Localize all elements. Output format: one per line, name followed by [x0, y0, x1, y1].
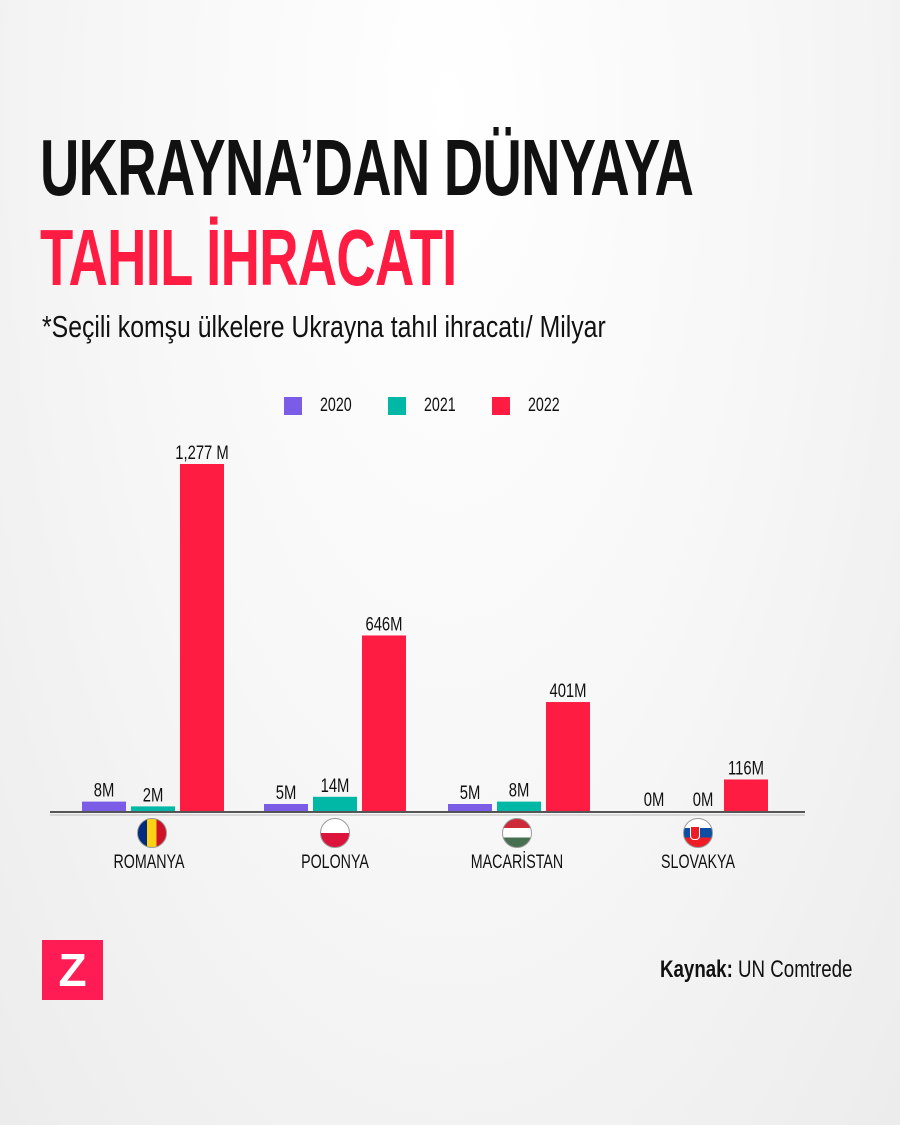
source-value: UN Comtrede [738, 956, 853, 983]
legend-swatch [284, 397, 302, 415]
poland-flag-icon [320, 818, 350, 848]
data-label: 1,277 M [175, 442, 228, 463]
source-note: Kaynak: UN Comtrede [660, 956, 852, 984]
bar-chart: 8M 2M 1,277 M 5M 14M 646M 5M 8M 401M 0M 0M 116M [50, 442, 805, 816]
bar-2020-polonya [264, 804, 308, 811]
data-label: 646M [365, 614, 402, 635]
category-label: MACARİSTAN [470, 852, 564, 873]
data-label: 0M [693, 789, 714, 810]
data-label: 8M [94, 780, 115, 801]
bar-2021-polonya [313, 796, 357, 811]
data-label: 2M [143, 785, 164, 806]
title-line-2: TAHIL İHRACATI [40, 213, 457, 302]
legend-swatch [388, 397, 406, 415]
bar-2022-polonya [362, 635, 406, 811]
bar-2020-macari̇stan [448, 804, 492, 811]
legend-label: 2021 [424, 395, 456, 416]
legend-swatch [492, 397, 510, 415]
legend-label: 2022 [528, 395, 560, 416]
bar-2021-macari̇stan [497, 801, 541, 811]
data-label: 5M [276, 782, 297, 803]
bar-2022-macari̇stan [546, 702, 590, 811]
bar-2022-romanya [180, 464, 224, 811]
data-label: 14M [321, 775, 350, 796]
data-label: 116M [728, 758, 764, 779]
bar-2020-romanya [82, 801, 126, 811]
data-label: 0M [644, 789, 665, 810]
hungary-flag-icon [502, 818, 532, 848]
romania-flag-icon [137, 818, 167, 848]
data-label: 5M [460, 782, 481, 803]
data-label: 8M [509, 780, 530, 801]
bar-2021-romanya [131, 806, 175, 811]
legend-item-2022: 2022 [492, 395, 570, 416]
subtitle: *Seçili komşu ülkelere Ukrayna tahıl ihr… [42, 309, 606, 344]
slovakia-flag-icon [683, 818, 713, 848]
source-label: Kaynak: [660, 956, 733, 983]
category-label: ROMANYA [113, 852, 185, 873]
brand-logo: Z [42, 940, 103, 1000]
legend-label: 2020 [320, 395, 352, 416]
bar-2022-slovakya [724, 779, 768, 811]
legend-item-2020: 2020 [284, 395, 362, 416]
category-label: POLONYA [301, 852, 369, 873]
title-line-1: UKRAYNA’DAN DÜNYAYA [40, 123, 694, 212]
legend-item-2021: 2021 [388, 395, 466, 416]
data-label: 401M [549, 680, 586, 701]
category-label: SLOVAKYA [661, 852, 735, 873]
